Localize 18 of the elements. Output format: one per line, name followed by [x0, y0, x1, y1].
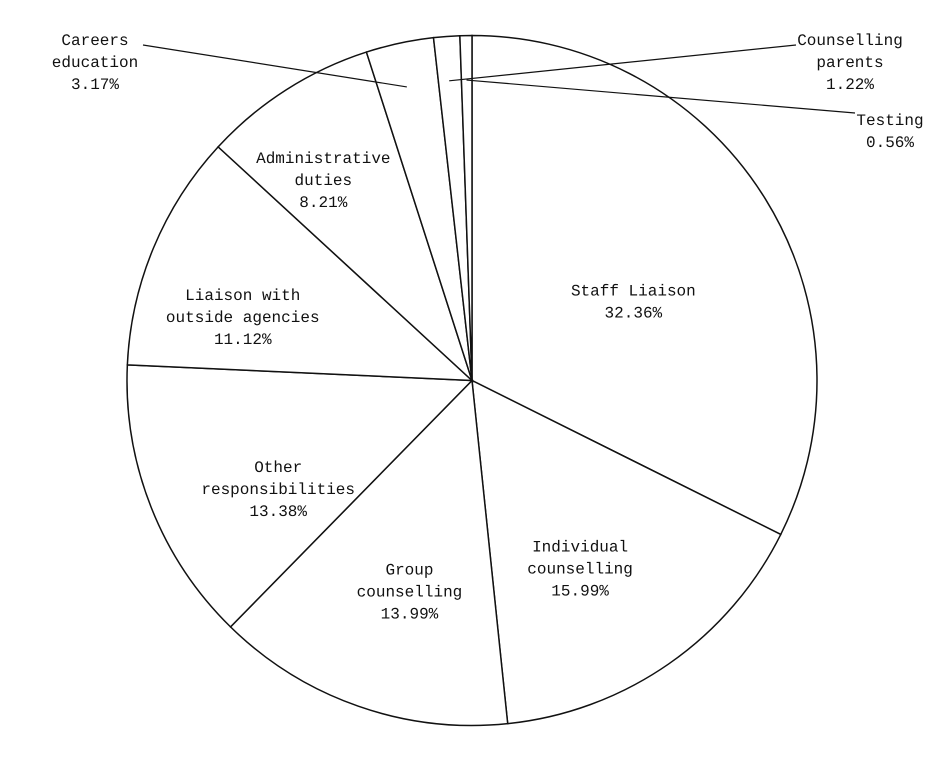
slice-label: Counselling parents — [797, 32, 903, 72]
data-label: 15.99% — [551, 582, 610, 600]
data-label: 3.17% — [70, 76, 120, 94]
data-label: 11.12% — [214, 331, 272, 350]
data-label: 13.99% — [380, 606, 439, 624]
slice-label: Individual counselling — [527, 538, 633, 578]
data-label: 1.22% — [826, 76, 874, 94]
slice-label: Testing — [856, 112, 924, 130]
data-label: 0.56% — [866, 134, 914, 152]
slice-label: Administrative duties — [256, 150, 391, 190]
slice-label: Careers education — [52, 32, 138, 72]
data-label: 32.36% — [604, 304, 663, 323]
slice-label: Other responsibilities — [201, 458, 355, 499]
slice-label: Group counselling — [356, 562, 462, 602]
data-label: 8.21% — [299, 194, 348, 212]
data-label: 13.38% — [249, 502, 308, 521]
slice-label: Staff Liaison — [570, 282, 696, 301]
slice-label: Liaison with outside agencies — [166, 287, 320, 328]
